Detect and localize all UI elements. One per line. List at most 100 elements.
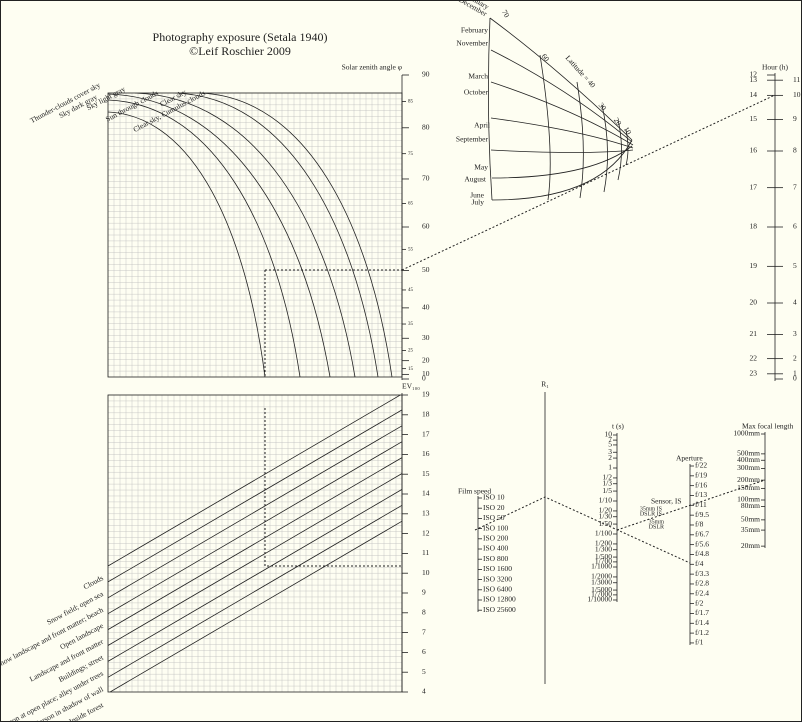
zenith-tick-label: 80	[422, 123, 430, 132]
focal-tick-label: 1000mm	[733, 429, 760, 438]
focal-tick-label: 100mm	[737, 495, 760, 504]
latitude-label: 60	[540, 52, 552, 64]
zenith-label: Solar zenith angle φ	[342, 63, 403, 72]
hour-tick-label: 6	[793, 222, 797, 231]
hour-label: Hour (h)	[762, 63, 789, 72]
sky-curves	[108, 93, 393, 377]
zenith-minor-label: 65	[408, 202, 414, 207]
hour-tick-label: 12	[750, 70, 758, 79]
zenith-tick-label: 50	[422, 265, 430, 274]
sky-curve	[108, 111, 266, 377]
film_speed-tick-label: ISO 100	[483, 523, 508, 532]
zenith-minor-label: 75	[408, 152, 414, 157]
shutter-tick-label: 1/5	[602, 486, 612, 495]
scene-line	[108, 425, 402, 599]
zenith-tick-label: 30	[422, 333, 430, 342]
month-label: March	[468, 72, 488, 81]
focal-tick-label: 500mm	[737, 449, 760, 458]
month-label: July	[471, 198, 484, 207]
ev-tick-label: 12	[422, 528, 430, 537]
shutter-tick-label: 1/500	[595, 552, 612, 561]
hour-tick-label: 22	[750, 353, 758, 362]
focal-tick-label: 50mm	[741, 515, 760, 524]
zenith-tick-label: 0	[422, 374, 426, 383]
shutter-tick-label: 1/100	[595, 529, 612, 538]
hour-tick-label: 23	[750, 369, 758, 378]
latitude-label: 10	[622, 125, 634, 136]
month-label: August	[464, 175, 487, 184]
hour-tick-label: 0	[793, 374, 797, 383]
aperture-tick-label: f/1.4	[695, 618, 709, 627]
hour-tick-label: 19	[750, 261, 758, 270]
sky-curve	[108, 99, 301, 377]
month-label: February	[461, 26, 488, 35]
ev-tick-label: 5	[422, 667, 426, 676]
zenith-minor-label: 25	[408, 349, 414, 354]
aperture-tick-label: f/1.2	[695, 628, 709, 637]
shutter-tick-label: 10	[605, 430, 613, 439]
hour-tick-label: 15	[750, 114, 758, 123]
shutter-tick-label: 3	[608, 447, 612, 456]
focal-label: Max focal length	[742, 422, 793, 431]
zenith-minor-label: 55	[408, 248, 414, 253]
shutter-tick-label: 1/50	[599, 519, 613, 528]
shutter-tick-label: 1/3	[602, 478, 612, 487]
focal-tick-label: 200mm	[737, 475, 760, 484]
zenith-tick-label: 20	[422, 355, 430, 364]
shutter-tick-label: 2	[608, 453, 612, 462]
aperture-tick-label: f/4	[695, 559, 704, 568]
hour-tick-label: 16	[750, 146, 758, 155]
scene-line	[108, 409, 402, 583]
shutter-tick-label: 1/20	[599, 506, 613, 515]
aperture-tick-label: f/2.8	[695, 579, 709, 588]
hour-tick-label: 8	[793, 146, 797, 155]
zenith-tick-label: 40	[422, 303, 430, 312]
shutter-tick-label: 1	[608, 463, 612, 472]
shutter-tick-label: 1/30	[599, 511, 613, 520]
title: Photography exposure (Setala 1940)	[153, 30, 328, 44]
shutter-tick-label: 1/2000	[591, 572, 612, 581]
aperture-tick-label: f/13	[695, 490, 707, 499]
ev-tick-label: 4	[422, 687, 426, 696]
hour-tick-label: 17	[750, 182, 758, 191]
film_speed-tick-label: ISO 10	[483, 493, 505, 502]
aperture-label: Aperture	[676, 454, 703, 463]
focal-tick-label: 400mm	[737, 455, 760, 464]
hour-tick-label: 5	[793, 261, 797, 270]
shutter-tick-label: 1/10000	[587, 595, 612, 604]
ev-tick-label: 11	[422, 548, 429, 557]
month-label: November	[456, 39, 488, 48]
hour-tick-label: 7	[793, 182, 797, 191]
film-label: Film speed	[458, 487, 491, 496]
aperture-tick-label: f/9.5	[695, 510, 709, 519]
scene-line	[108, 457, 402, 630]
scene-line	[108, 473, 402, 646]
shutter-tick-label: 7	[608, 435, 612, 444]
film_speed-tick-label: ISO 6400	[483, 585, 512, 594]
month-label: April	[474, 121, 490, 130]
shutter-tick-label: 1/300	[595, 544, 612, 553]
month-label: May	[474, 163, 488, 172]
shutter-tick-label: 1/1000	[591, 562, 612, 571]
ev-tick-label: 7	[422, 627, 426, 636]
aperture-tick-label: f/2	[695, 598, 704, 607]
sky-curve	[199, 93, 393, 377]
ev-tick-label: 9	[422, 588, 426, 597]
sensor-label: Sensor, IS	[651, 497, 682, 506]
latitude-label: 30	[597, 101, 609, 113]
film_speed-tick-label: ISO 3200	[483, 574, 512, 583]
ev-tick-label: 17	[422, 429, 430, 438]
ev-tick-label: 6	[422, 647, 426, 656]
shutter-tick-label: 1/200	[595, 539, 612, 548]
ev-tick-label: 15	[422, 469, 430, 478]
aperture-tick-label: f/6.7	[695, 530, 709, 539]
film_speed-tick-label: ISO 50	[483, 513, 505, 522]
example-path	[264, 94, 776, 567]
ev-tick-label: 8	[422, 608, 426, 617]
zenith-minor-label: 45	[408, 288, 414, 293]
shutter-tick-label: 1/10	[599, 496, 613, 505]
aperture-tick-label: f/22	[695, 461, 707, 470]
shutter-tick-label: 1/3000	[591, 577, 612, 586]
sensor-label: DSLR	[649, 524, 664, 530]
